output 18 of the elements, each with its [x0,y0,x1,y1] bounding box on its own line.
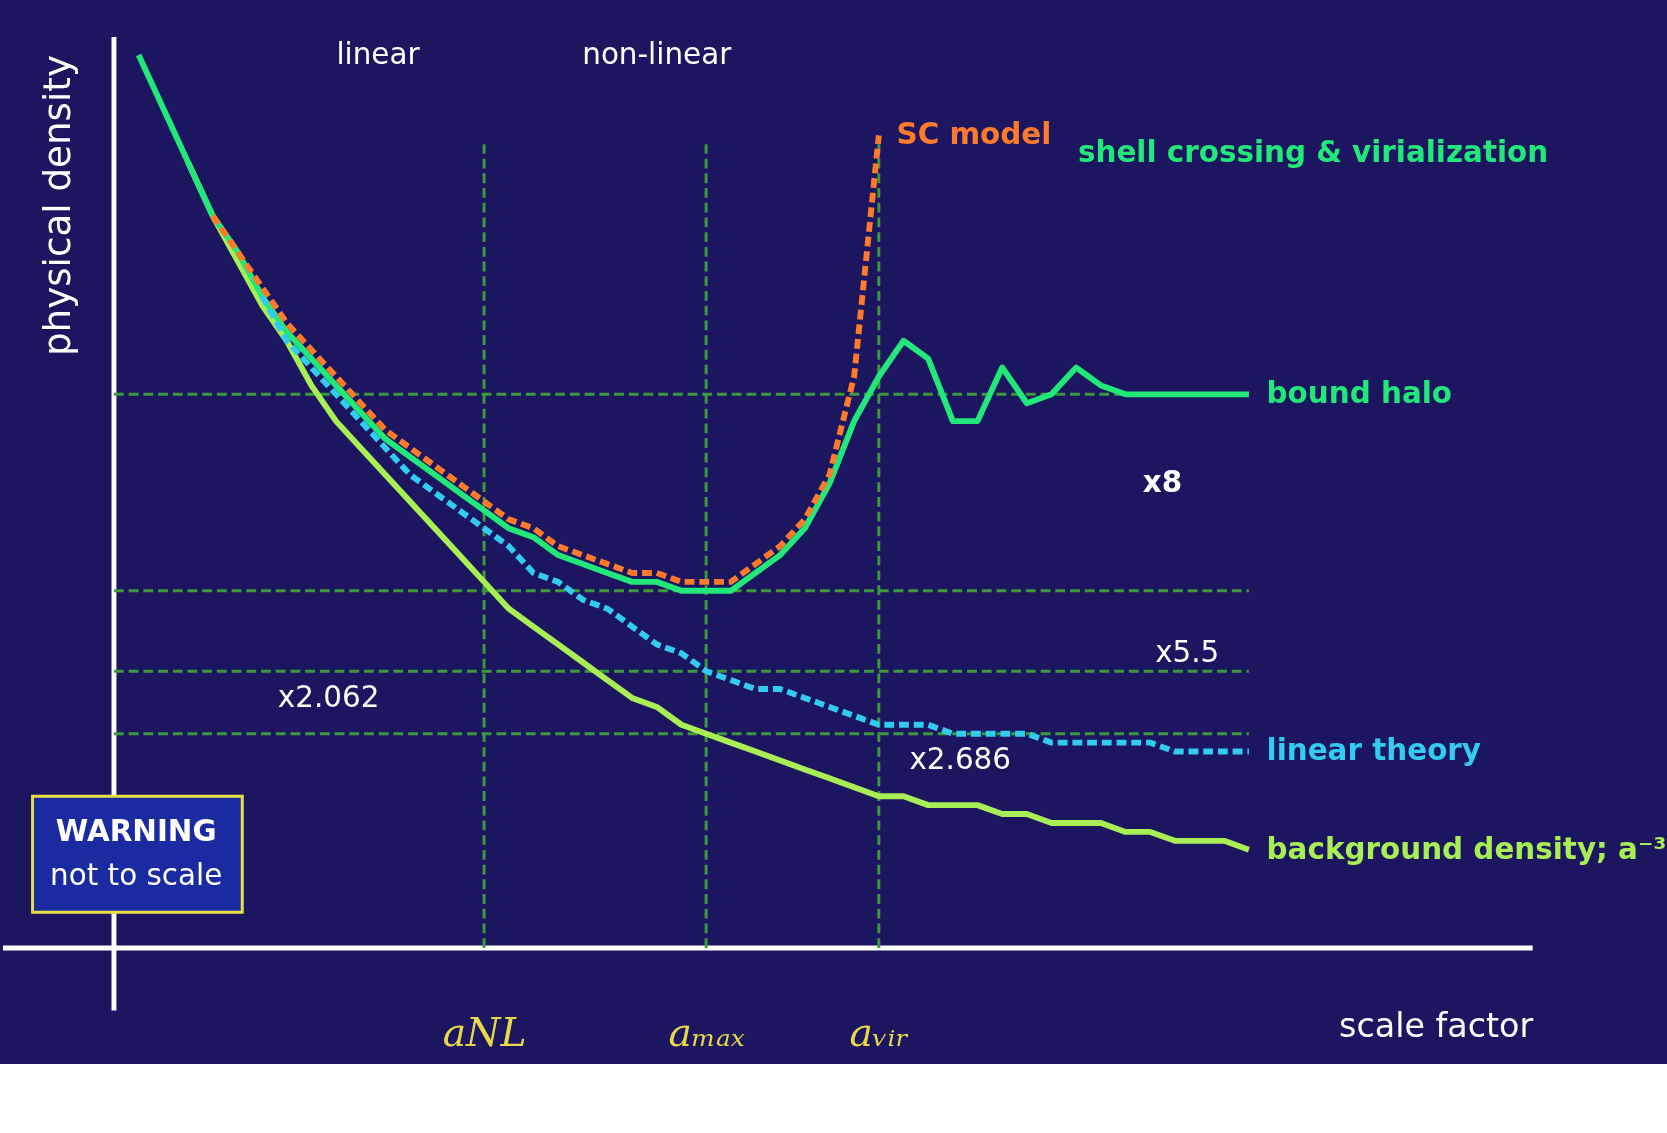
annotation: x8 [1142,465,1183,500]
x-tick-label: aNL [442,1010,527,1056]
annotation: not to scale [50,858,223,893]
x-tick-label: aᵥᵢᵣ [849,1010,910,1056]
x-axis-title: scale factor [1339,1006,1534,1046]
annotation: WARNING [55,813,217,848]
x-tick-label: aₘₐₓ [668,1010,745,1056]
annotation: x5.5 [1155,635,1220,670]
annotation: non-linear [582,36,733,71]
series-label: background density; a⁻³ [1266,831,1667,866]
annotation: x2.062 [277,679,380,714]
series-label: linear theory [1266,733,1482,768]
annotation: linear [336,36,421,71]
series-label: bound halo [1266,376,1453,411]
annotation: x2.686 [909,742,1012,777]
annotation: shell crossing & virialization [1077,135,1549,170]
y-axis-title: physical density [35,54,80,357]
series-label: SC model [896,117,1052,152]
